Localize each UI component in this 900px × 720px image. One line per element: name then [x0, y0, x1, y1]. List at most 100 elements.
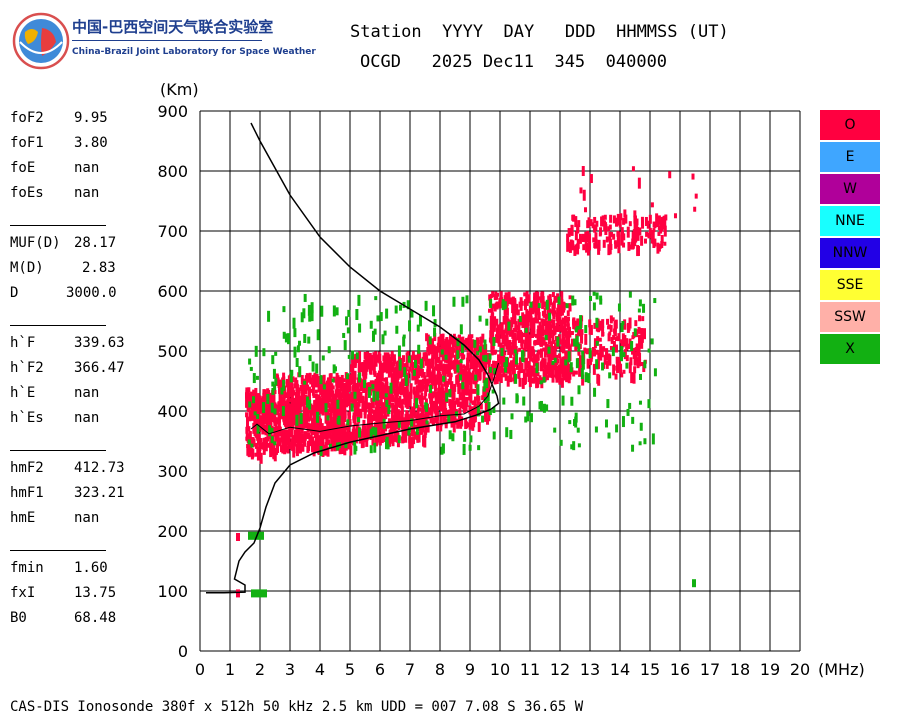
echo-point-O: [541, 330, 545, 337]
echo-point-O: [422, 352, 426, 362]
echo-point-O: [472, 357, 476, 365]
echo-point-X: [369, 445, 373, 454]
echo-point-O: [442, 369, 446, 374]
echo-point-O: [525, 298, 529, 304]
echo-point-X: [474, 374, 478, 381]
echo-point-O: [312, 446, 316, 457]
echo-point-X: [692, 579, 696, 588]
echo-point-O: [417, 414, 421, 420]
echo-point-X: [287, 333, 291, 345]
echo-point-O: [400, 411, 404, 423]
echo-point-O: [658, 243, 662, 249]
echo-point-O: [477, 368, 481, 376]
echo-point-O: [375, 387, 379, 392]
echo-point-O: [541, 325, 545, 333]
echo-point-O: [533, 340, 537, 345]
echo-point-O: [660, 219, 664, 226]
echo-point-O: [376, 376, 380, 381]
echo-point-O: [468, 419, 472, 430]
echo-point-O: [426, 363, 430, 375]
echo-point-X: [448, 388, 452, 397]
echo-point-O: [469, 364, 473, 369]
echo-point-X: [482, 387, 486, 392]
echo-point-O: [460, 337, 464, 348]
echo-point-O: [422, 371, 426, 377]
echo-point-O: [581, 374, 585, 386]
echo-point-O: [524, 324, 528, 329]
echo-point-X: [442, 375, 446, 382]
x-tick-label: 19: [760, 660, 780, 679]
echo-point-O: [469, 372, 473, 381]
echo-point-X: [321, 355, 325, 361]
echo-point-O: [374, 351, 378, 361]
echo-point-O: [563, 331, 567, 337]
echo-point-O: [305, 433, 309, 439]
echo-point-X: [398, 304, 402, 311]
echo-point-O: [602, 346, 606, 352]
echo-point-O: [528, 305, 532, 311]
echo-point-O: [447, 362, 451, 372]
org-name-en: China-Brazil Joint Laboratory for Space …: [72, 47, 316, 57]
echo-point-O: [640, 338, 644, 343]
echo-point-O: [566, 240, 570, 252]
echo-point-O: [609, 324, 613, 332]
echo-point-O: [662, 215, 666, 221]
echo-point-O: [577, 220, 581, 228]
echo-point-O: [441, 333, 445, 338]
echo-point-O: [657, 215, 661, 225]
echo-point-O: [560, 319, 564, 331]
echo-point-O: [427, 348, 431, 356]
echo-point-O: [460, 416, 464, 427]
echo-point-O: [369, 413, 373, 422]
echo-point-O: [357, 396, 361, 407]
echo-point-O: [593, 242, 597, 248]
echo-point-X: [514, 353, 518, 365]
echo-point-O: [355, 423, 359, 430]
echo-point-O: [499, 342, 503, 352]
echo-point-X: [515, 393, 519, 404]
echo-point-X: [273, 384, 277, 391]
echo-point-O: [386, 352, 390, 362]
echo-point-O: [489, 321, 493, 330]
echo-point-O: [542, 319, 546, 324]
echo-point-O: [513, 308, 517, 315]
echo-point-O: [448, 333, 452, 340]
echo-point-X: [428, 336, 432, 345]
echo-point-O: [413, 431, 417, 440]
echo-point-O: [451, 406, 455, 414]
echo-point-O: [615, 217, 619, 227]
echo-point-O: [633, 358, 637, 365]
echo-point-O: [456, 360, 460, 367]
echo-point-O: [512, 327, 516, 332]
echo-point-O: [300, 433, 304, 444]
echo-point-O: [305, 379, 309, 387]
echo-point-X: [578, 322, 582, 330]
echo-point-X: [456, 350, 460, 360]
echo-point-O: [508, 369, 512, 376]
echo-point-X: [599, 298, 603, 305]
echo-point-O: [487, 410, 491, 419]
echo-point-O: [289, 426, 293, 438]
legend-item-W: W: [820, 174, 880, 204]
echo-point-X: [524, 327, 528, 333]
echo-point-O: [580, 334, 584, 341]
echo-point-O: [249, 391, 253, 403]
echo-point-O: [300, 402, 304, 407]
echo-point-O: [250, 412, 254, 421]
echo-point-O: [551, 292, 555, 298]
echo-point-X: [548, 312, 552, 321]
echo-point-O: [282, 412, 286, 422]
echo-point-O: [608, 238, 612, 250]
echo-point-O: [607, 333, 611, 342]
echo-point-O: [393, 411, 397, 420]
echo-point-O: [554, 342, 558, 349]
echo-point-O: [256, 432, 260, 440]
echo-point-O: [362, 385, 366, 394]
echo-point-O: [342, 378, 346, 383]
echo-point-O: [263, 393, 267, 405]
echo-point-O: [663, 225, 667, 237]
echo-point-X: [347, 309, 351, 317]
echo-point-O: [390, 411, 394, 420]
echo-point-X: [292, 317, 296, 329]
